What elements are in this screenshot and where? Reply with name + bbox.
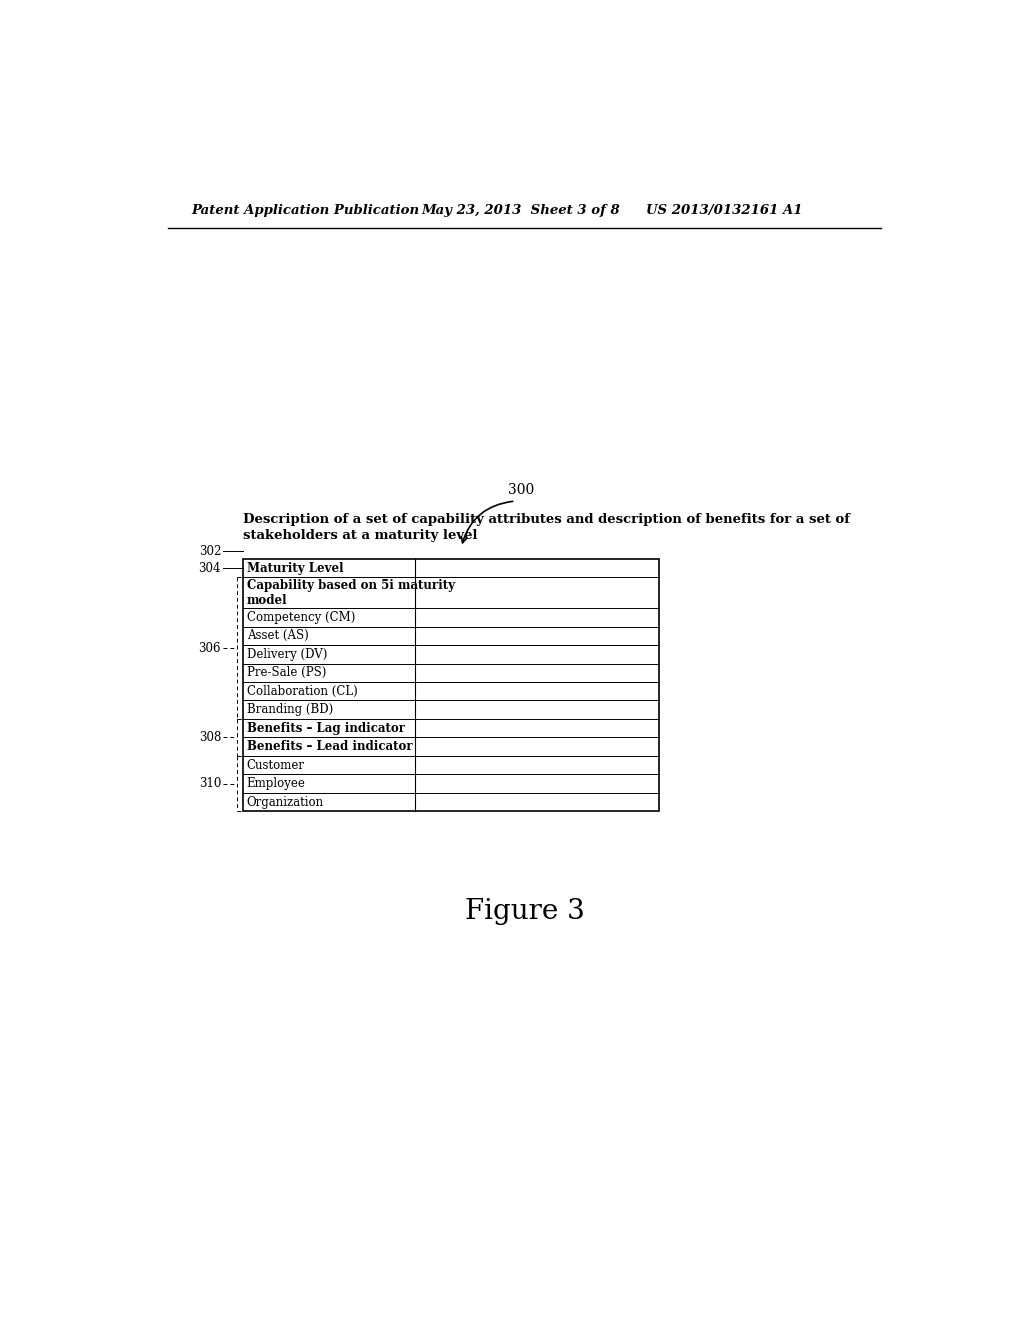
Text: Description of a set of capability attributes and description of benefits for a : Description of a set of capability attri… <box>243 513 850 527</box>
Text: Delivery (DV): Delivery (DV) <box>247 648 327 661</box>
Text: Employee: Employee <box>247 777 305 791</box>
Text: 302: 302 <box>199 545 221 557</box>
Text: Organization: Organization <box>247 796 324 809</box>
Text: Branding (BD): Branding (BD) <box>247 704 333 717</box>
Text: Benefits – Lead indicator: Benefits – Lead indicator <box>247 741 413 754</box>
Text: May 23, 2013  Sheet 3 of 8: May 23, 2013 Sheet 3 of 8 <box>421 205 620 218</box>
Text: Maturity Level: Maturity Level <box>247 561 343 574</box>
Text: 300: 300 <box>508 483 534 498</box>
Text: Asset (AS): Asset (AS) <box>247 630 308 643</box>
Text: 308: 308 <box>199 731 221 744</box>
Text: US 2013/0132161 A1: US 2013/0132161 A1 <box>646 205 802 218</box>
Text: Capability based on 5i maturity
model: Capability based on 5i maturity model <box>247 578 455 607</box>
Text: 304: 304 <box>199 561 221 574</box>
Text: 310: 310 <box>199 777 221 791</box>
Text: Benefits – Lag indicator: Benefits – Lag indicator <box>247 722 404 735</box>
Text: Pre-Sale (PS): Pre-Sale (PS) <box>247 667 326 680</box>
Text: Customer: Customer <box>247 759 304 772</box>
Text: stakeholders at a maturity level: stakeholders at a maturity level <box>243 529 477 543</box>
Bar <box>243 558 658 812</box>
Text: Figure 3: Figure 3 <box>465 898 585 925</box>
Text: 306: 306 <box>199 642 221 655</box>
Text: Collaboration (CL): Collaboration (CL) <box>247 685 357 698</box>
Text: Competency (CM): Competency (CM) <box>247 611 355 624</box>
Text: Patent Application Publication: Patent Application Publication <box>191 205 420 218</box>
